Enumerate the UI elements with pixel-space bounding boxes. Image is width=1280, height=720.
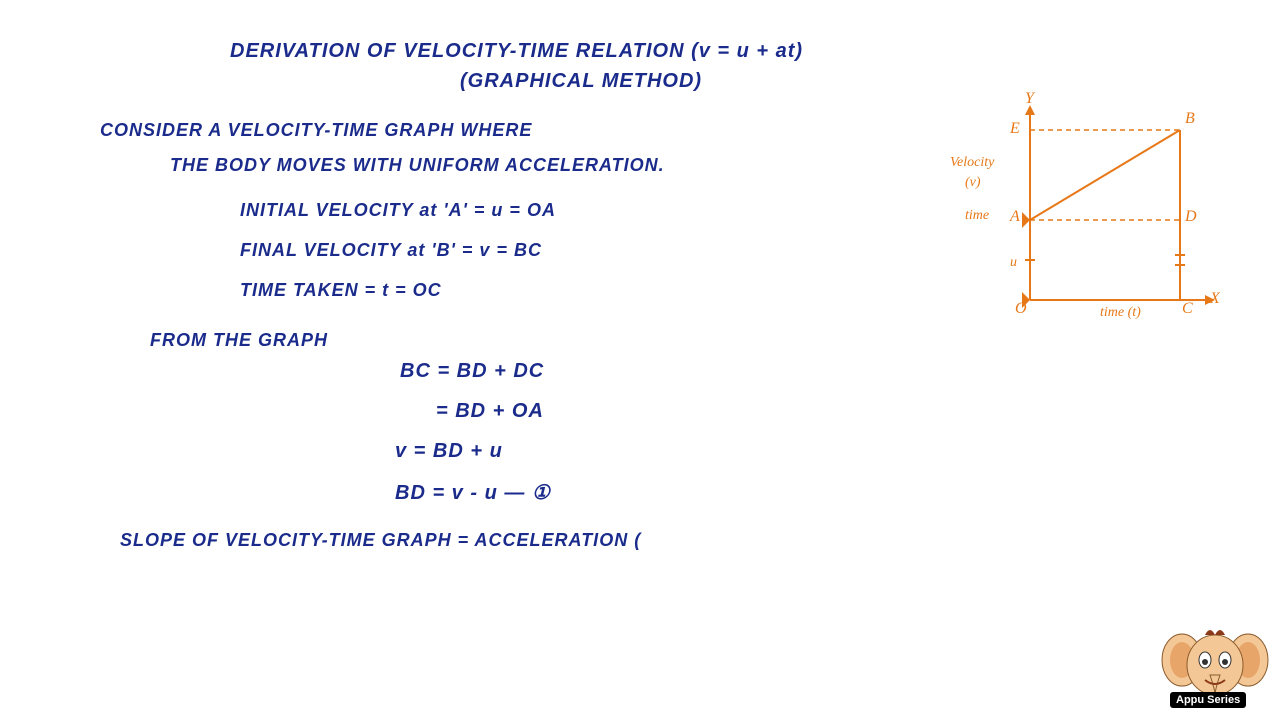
graph-label-time-side: time xyxy=(965,208,989,224)
graph-point-e: E xyxy=(1010,120,1020,138)
graph-label-origin: O xyxy=(1015,300,1027,318)
equation-3: v = BD + u xyxy=(395,440,503,463)
equation-1: BC = BD + DC xyxy=(400,360,544,383)
body-line-3: INITIAL VELOCITY at 'A' = u = OA xyxy=(240,200,556,221)
appu-series-logo: Appu Series xyxy=(1160,620,1270,710)
body-line-2: THE BODY MOVES WITH UNIFORM ACCELERATION… xyxy=(170,155,665,176)
graph-label-time-bottom: time (t) xyxy=(1100,305,1141,321)
graph-point-d: D xyxy=(1185,208,1197,226)
equation-4: BD = v - u — ① xyxy=(395,480,551,505)
body-line-1: CONSIDER A VELOCITY-TIME GRAPH WHERE xyxy=(100,120,532,141)
graph-label-velocity: Velocity xyxy=(950,155,994,171)
graph-label-x: X xyxy=(1210,290,1220,308)
graph-label-y: Y xyxy=(1025,90,1034,108)
title-line-1: DERIVATION OF VELOCITY-TIME RELATION (v … xyxy=(230,40,803,63)
graph-point-c: C xyxy=(1182,300,1193,318)
graph-label-u: u xyxy=(1010,255,1017,271)
logo-text: Appu Series xyxy=(1170,692,1246,708)
body-line-7: SLOPE OF VELOCITY-TIME GRAPH = ACCELERAT… xyxy=(120,530,641,551)
body-line-5: TIME TAKEN = t = OC xyxy=(240,280,442,301)
graph-point-a: A xyxy=(1010,208,1020,226)
graph-point-b: B xyxy=(1185,110,1195,128)
equation-2: = BD + OA xyxy=(436,400,544,423)
title-line-2: (GRAPHICAL METHOD) xyxy=(460,70,702,93)
velocity-time-graph: Y X O E B A D C Velocity (v) time u time… xyxy=(960,100,1220,350)
body-line-6: FROM THE GRAPH xyxy=(150,330,328,351)
body-line-4: FINAL VELOCITY at 'B' = v = BC xyxy=(240,240,542,261)
graph-label-v-symbol: (v) xyxy=(965,175,981,191)
graph-svg xyxy=(960,100,1220,350)
